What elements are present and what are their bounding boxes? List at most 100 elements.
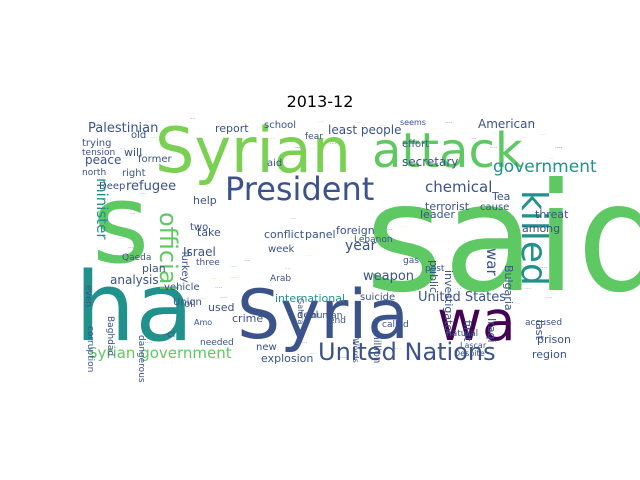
cloud-word: will [124,146,142,159]
cloud-word: Palestinian [88,121,158,136]
cloud-word: ha [75,253,193,363]
cloud-word: three [196,258,220,268]
filler-word: ···· [140,191,147,197]
filler-word: ···· [165,341,170,346]
cloud-word: used [208,301,234,314]
cloud-word: panel [305,228,336,241]
filler-word: ···· [540,265,548,272]
cloud-word: Qaeda [122,253,151,263]
cloud-word: human [311,311,342,321]
filler-word: ···· [220,295,228,302]
filler-word: ···· [355,120,363,127]
filler-word: ···· [145,340,153,347]
filler-word: ···· [118,236,125,242]
filler-word: ···· [525,286,532,292]
cloud-word: report [215,122,249,135]
filler-word: ···· [530,121,535,126]
filler-word: ···· [470,136,477,142]
filler-word: ···· [120,146,125,151]
cloud-word: vehicle [164,282,200,293]
cloud-word: President [225,170,374,208]
filler-word: ···· [128,245,136,252]
filler-word: ···· [340,355,348,362]
cloud-word: leader [420,208,455,221]
cloud-word: fear [305,132,323,142]
filler-word: ···· [520,135,528,142]
cloud-word: secretary [402,155,458,169]
filler-word: ···· [400,224,407,230]
filler-word: ···· [295,145,303,152]
cloud-word: conflict [264,228,305,241]
filler-word: ···· [410,350,418,357]
filler-word: ···· [300,340,308,347]
cloud-word: right [122,168,146,179]
filler-word: ···· [515,301,520,306]
filler-word: ···· [245,258,250,263]
cloud-word: year [345,238,376,254]
filler-word: ···· [150,306,157,312]
cloud-word: last [533,320,546,341]
cloud-word: trying [82,138,111,149]
filler-word: ···· [200,296,207,302]
filler-word: ···· [130,211,135,216]
cloud-word: war [483,248,501,276]
filler-word: ···· [305,253,313,260]
cloud-word: chemical [425,178,492,196]
cloud-word: Despite [454,349,485,358]
filler-word: ···· [240,346,247,352]
cloud-word: Union [173,297,202,308]
cloud-word: killed [513,190,554,286]
cloud-word: ci [167,329,175,340]
cloud-word: said [365,152,640,326]
cloud-word: terrorist [425,200,470,213]
cloud-word: Syrian government [88,344,232,362]
filler-word: ···· [210,276,217,282]
cloud-word: threat [535,208,569,221]
filler-word: ···· [140,126,147,132]
filler-word: ···· [230,275,238,282]
cloud-word: Deep [99,181,125,192]
cloud-word: investigator [442,270,455,336]
cloud-word: crime [232,312,263,325]
cloud-word: deal [297,310,318,321]
filler-word: ···· [430,126,437,132]
cloud-word: Tea [491,190,510,203]
filler-word: ···· [540,132,547,138]
cloud-word: explosion [261,352,313,365]
filler-word: ···· [555,145,563,152]
filler-word: ···· [230,264,237,270]
filler-word: ···· [140,296,145,301]
cloud-word: take [197,226,221,239]
filler-word: ···· [455,286,462,292]
filler-word: ···· [330,141,337,147]
cloud-word: least people [328,123,402,137]
cloud-word: Syrian [155,114,351,187]
cloud-word: region [532,348,567,361]
cloud-word: called [382,320,409,330]
cloud-word: seems [400,118,426,127]
cloud-word: natural [446,329,478,339]
filler-word: ···· [150,135,158,142]
cloud-word: corruption [85,326,95,372]
cloud-word: wa [437,289,516,353]
filler-word: ···· [500,330,508,337]
cloud-word: Words [351,338,360,363]
cloud-word: minister [93,178,111,240]
cloud-word: accused [525,318,562,328]
cloud-word: old [131,130,146,141]
cloud-word: prison [537,333,571,346]
filler-word: ···· [395,346,402,352]
filler-word: ···· [485,346,492,352]
cloud-word: gas [403,256,419,266]
cloud-word: tension [82,148,115,158]
cloud-word: Baghdad [105,316,115,356]
filler-word: ···· [330,346,337,352]
cloud-word: Galera [296,298,305,325]
filler-word: ···· [470,295,478,302]
filler-word: ···· [125,200,133,207]
cloud-word: American [478,117,535,131]
cloud-word: week [268,244,294,255]
cloud-word: s [92,160,149,288]
cloud-word: United States [418,290,506,305]
filler-word: ···· [520,246,525,251]
